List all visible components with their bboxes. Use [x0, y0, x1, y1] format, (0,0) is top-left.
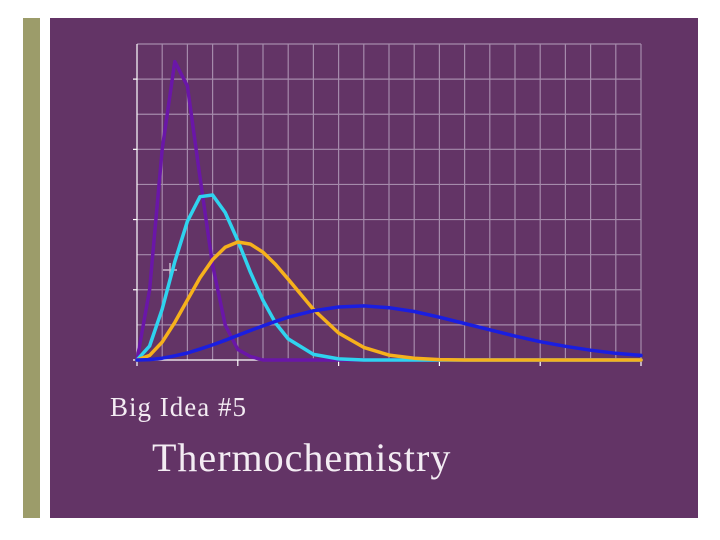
subtitle: Big Idea #5	[110, 392, 247, 422]
series-line	[135, 304, 643, 362]
accent-bar	[23, 18, 40, 518]
title: Thermochemistry	[152, 435, 452, 480]
